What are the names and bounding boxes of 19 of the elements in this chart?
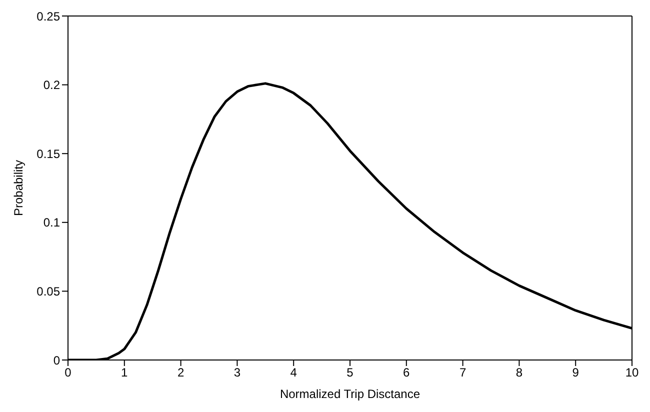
x-tick-label: 8 bbox=[516, 366, 523, 380]
x-tick-label: 0 bbox=[64, 366, 72, 380]
y-tick-label: 0.25 bbox=[36, 9, 60, 24]
x-tick-label: 1 bbox=[121, 366, 128, 380]
x-tick-label: 7 bbox=[459, 366, 466, 380]
y-tick-label: 0 bbox=[53, 353, 60, 368]
x-tick-label: 3 bbox=[234, 366, 241, 380]
y-tick-label: 0.15 bbox=[36, 146, 60, 161]
x-tick-label: 2 bbox=[177, 366, 184, 380]
y-tick-label: 0.2 bbox=[43, 78, 60, 92]
x-tick-label: 6 bbox=[403, 366, 410, 380]
y-axis-title: Probability bbox=[11, 160, 26, 216]
x-tick-label: 4 bbox=[290, 366, 298, 380]
y-tick-label: 0.05 bbox=[36, 284, 60, 298]
x-axis-title: Normalized Trip Disctance bbox=[280, 387, 420, 401]
x-tick-label: 5 bbox=[346, 366, 354, 380]
x-tick-label: 10 bbox=[625, 366, 639, 380]
x-tick-label: 9 bbox=[572, 366, 580, 380]
y-tick-label: 0.1 bbox=[43, 216, 60, 230]
